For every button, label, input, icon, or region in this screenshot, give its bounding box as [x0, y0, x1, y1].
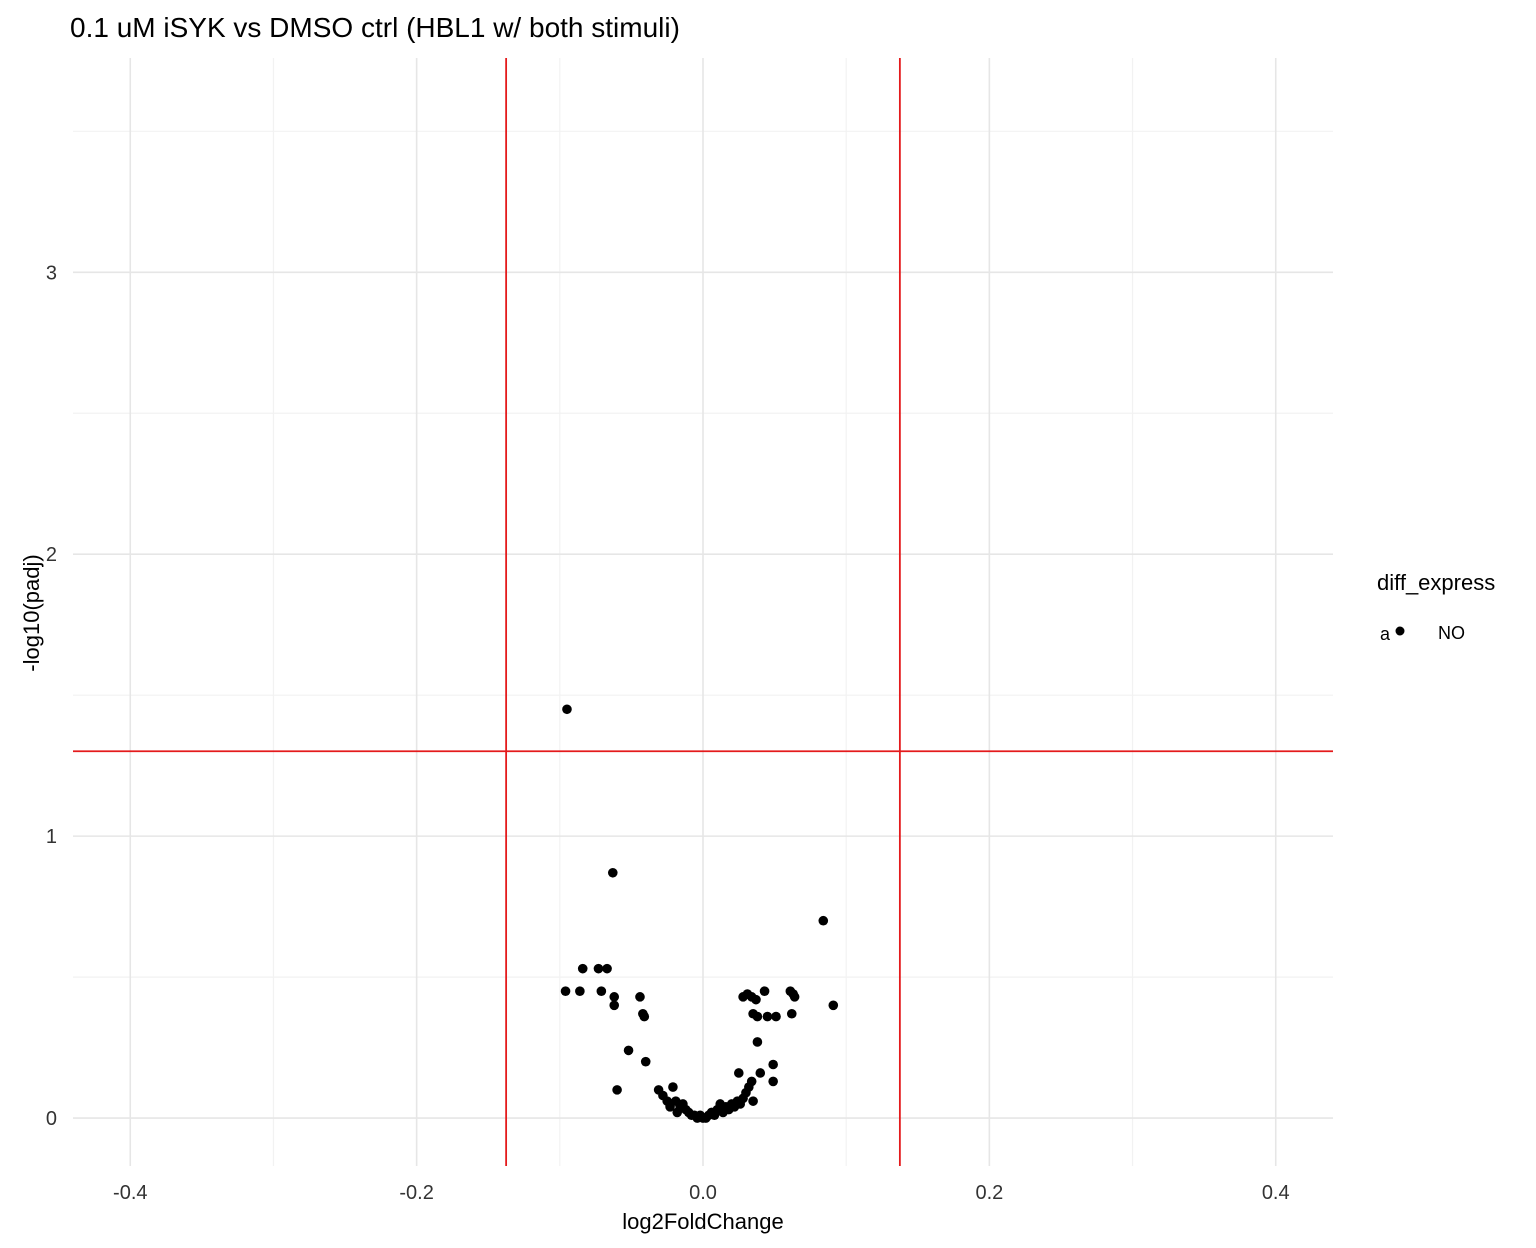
data-point: [607, 867, 618, 878]
legend-title: diff_express: [1377, 570, 1495, 595]
x-axis-title: log2FoldChange: [622, 1209, 783, 1234]
y-tick-label: 2: [46, 544, 57, 566]
data-point: [768, 1076, 778, 1087]
data-point: [635, 992, 645, 1002]
x-tick-label: 0.0: [689, 1182, 717, 1204]
data-point: [786, 1008, 797, 1019]
data-point: [746, 1076, 757, 1087]
data-point: [623, 1045, 634, 1056]
data-point: [752, 1011, 763, 1022]
threshold-lines: [73, 58, 1333, 1166]
data-point: [562, 704, 572, 715]
x-tick-label: 0.2: [975, 1182, 1003, 1204]
data-point: [612, 1085, 622, 1095]
major-gridlines: [73, 58, 1333, 1166]
legend: diff_express a NO: [1377, 570, 1495, 644]
x-tick-labels: -0.4 -0.2 0.0 0.2 0.4: [113, 1182, 1290, 1204]
data-point: [593, 963, 604, 974]
data-point: [828, 1000, 839, 1011]
data-point: [818, 915, 829, 926]
y-tick-label: 0: [46, 1108, 57, 1130]
data-points: [560, 704, 839, 1123]
data-point: [639, 1011, 650, 1022]
y-tick-label: 3: [46, 262, 57, 284]
data-point: [609, 1000, 620, 1011]
data-point: [762, 1011, 773, 1022]
data-point: [733, 1068, 744, 1078]
data-point: [602, 963, 612, 974]
y-tick-labels: 0 1 2 3: [46, 262, 57, 1130]
data-point: [575, 986, 585, 997]
x-tick-label: -0.4: [113, 1182, 147, 1204]
y-axis-title: -log10(padj): [19, 554, 44, 671]
x-tick-label: 0.4: [1262, 1182, 1290, 1204]
data-point: [596, 986, 607, 997]
data-point: [640, 1056, 651, 1067]
data-point: [668, 1082, 678, 1092]
data-point: [755, 1068, 766, 1078]
data-point: [751, 994, 761, 1005]
data-point: [577, 963, 588, 974]
data-point: [748, 1096, 758, 1106]
data-point: [759, 986, 770, 997]
data-point: [771, 1011, 781, 1022]
plot-title: 0.1 uM iSYK vs DMSO ctrl (HBL1 w/ both s…: [70, 12, 680, 43]
data-point: [789, 992, 800, 1002]
legend-label-no: NO: [1438, 623, 1465, 643]
data-point: [752, 1037, 763, 1047]
legend-point-marker: [1395, 626, 1405, 636]
legend-key-glyph: a: [1380, 624, 1391, 644]
x-tick-label: -0.2: [399, 1182, 433, 1204]
data-point: [768, 1059, 778, 1070]
y-tick-label: 1: [46, 826, 57, 848]
data-point: [560, 986, 571, 997]
data-point: [609, 992, 620, 1002]
